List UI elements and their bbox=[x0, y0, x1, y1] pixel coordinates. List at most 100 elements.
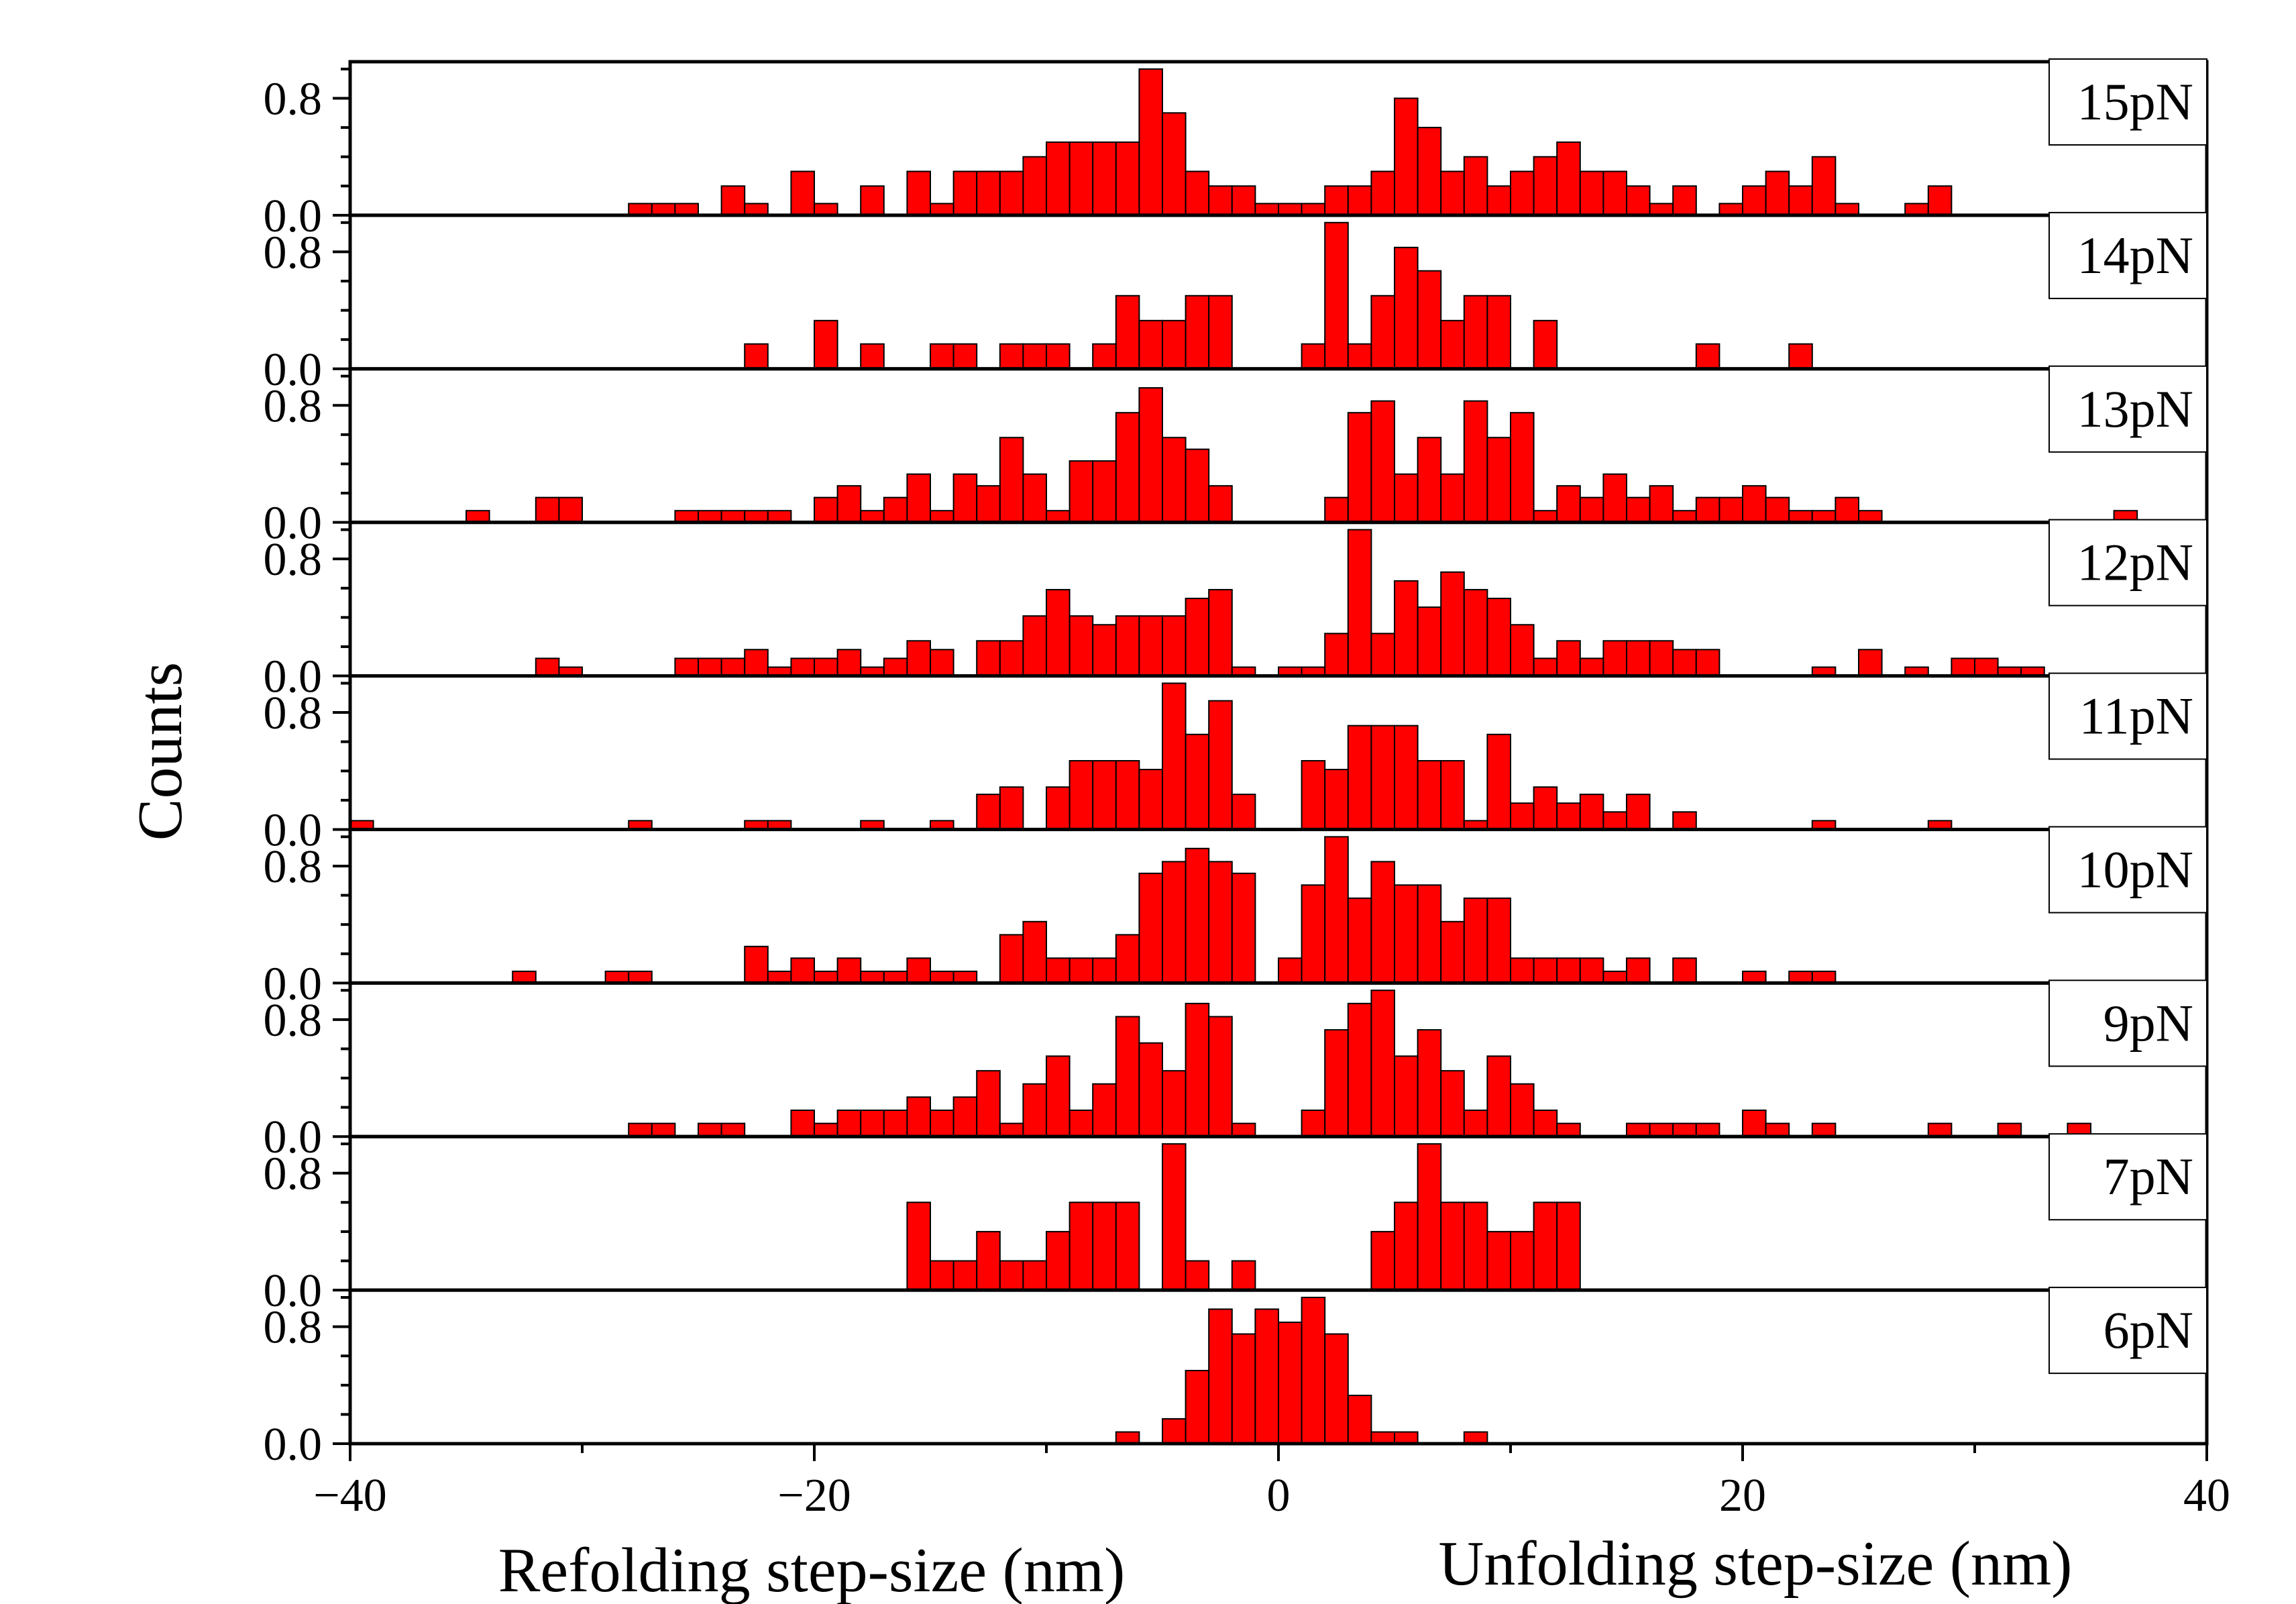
panel-label-box bbox=[2048, 826, 2207, 914]
panel-6pN: 0.0 0.8 6pN bbox=[264, 1287, 2209, 1471]
bar-10pN--21.5 bbox=[767, 970, 792, 984]
bar-13pN-24.5 bbox=[1835, 496, 1859, 523]
panel-frame bbox=[348, 521, 2209, 678]
y-tick-label: 0.8 bbox=[264, 841, 323, 893]
panel-label-box bbox=[2048, 979, 2207, 1067]
bar-12pN--5.5 bbox=[1138, 615, 1164, 677]
bar-15pN-14.5 bbox=[1602, 170, 1627, 216]
bar-10pN--2.5 bbox=[1208, 861, 1233, 984]
bar-10pN-3.5 bbox=[1347, 897, 1372, 984]
bar-12pN--12.5 bbox=[976, 640, 1001, 677]
bar-7pN--13.5 bbox=[952, 1260, 978, 1291]
bar-10pN-17.5 bbox=[1672, 957, 1697, 984]
bar-10pN-10.5 bbox=[1510, 957, 1535, 984]
bar-9pN--24.5 bbox=[698, 1122, 722, 1138]
bar-9pN-1.5 bbox=[1301, 1109, 1326, 1138]
bar-12pN--3.5 bbox=[1185, 598, 1210, 677]
panel-label: 10pN bbox=[2077, 840, 2193, 898]
bar-13pN-22.5 bbox=[1788, 510, 1813, 523]
bar-11pN--2.5 bbox=[1208, 700, 1233, 831]
bar-13pN--5.5 bbox=[1138, 387, 1164, 523]
bar-15pN-17.5 bbox=[1672, 185, 1697, 216]
bar-13pN--11.5 bbox=[999, 437, 1024, 523]
bar-11pN-14.5 bbox=[1602, 811, 1627, 831]
bar-14pN-18.5 bbox=[1695, 343, 1720, 370]
bar-15pN-9.5 bbox=[1486, 185, 1511, 216]
bar-6pN--6.5 bbox=[1115, 1431, 1140, 1444]
bar-9pN-4.5 bbox=[1370, 990, 1396, 1138]
x-tick-label: −20 bbox=[777, 1470, 851, 1521]
bar-6pN-3.5 bbox=[1347, 1395, 1372, 1444]
bar-15pN--2.5 bbox=[1208, 185, 1233, 216]
bar-12pN-17.5 bbox=[1672, 649, 1697, 677]
bar-9pN--9.5 bbox=[1046, 1055, 1071, 1138]
bar-10pN--1.5 bbox=[1231, 872, 1256, 984]
bar-14pN--22.5 bbox=[744, 343, 769, 370]
bar-12pN-29.5 bbox=[1951, 657, 1975, 677]
bar-14pN--10.5 bbox=[1022, 343, 1048, 370]
bar-15pN--1.5 bbox=[1231, 185, 1256, 216]
bar-9pN--11.5 bbox=[999, 1122, 1024, 1138]
bar-6pN--0.5 bbox=[1254, 1308, 1280, 1444]
bar-13pN-7.5 bbox=[1440, 473, 1465, 523]
bar-6pN--1.5 bbox=[1231, 1333, 1256, 1444]
bar-14pN--5.5 bbox=[1138, 319, 1164, 370]
bar-7pN--6.5 bbox=[1115, 1201, 1140, 1291]
bar-9pN--19.5 bbox=[814, 1122, 838, 1138]
bar-14pN--17.5 bbox=[860, 343, 885, 370]
bar-9pN-31.5 bbox=[1997, 1122, 2022, 1138]
bar-13pN--30.5 bbox=[558, 496, 584, 523]
bar-7pN--10.5 bbox=[1022, 1260, 1048, 1291]
bar-15pN--15.5 bbox=[906, 170, 932, 216]
y-tick-label: 0.0 bbox=[264, 651, 323, 703]
bar-15pN-21.5 bbox=[1765, 170, 1790, 216]
bar-9pN-17.5 bbox=[1672, 1122, 1697, 1138]
bar-13pN--2.5 bbox=[1208, 485, 1233, 523]
bar-13pN--7.5 bbox=[1092, 460, 1117, 523]
bar-14pN--6.5 bbox=[1115, 295, 1140, 370]
bar-15pN-19.5 bbox=[1718, 203, 1743, 216]
bar-9pN--18.5 bbox=[836, 1109, 862, 1138]
bar-15pN-27.5 bbox=[1904, 203, 1929, 216]
panel-13pN: 0.0 0.8 13pN bbox=[264, 365, 2209, 549]
bar-12pN-14.5 bbox=[1602, 640, 1627, 677]
y-tick-label: 0.8 bbox=[264, 380, 323, 432]
bar-11pN-15.5 bbox=[1626, 794, 1651, 831]
x-tick-label: −40 bbox=[313, 1470, 386, 1521]
panel-label-box bbox=[2048, 58, 2207, 146]
y-tick-label: 0.0 bbox=[264, 804, 323, 856]
bar-15pN-0.5 bbox=[1278, 203, 1303, 216]
bar-11pN-7.5 bbox=[1440, 759, 1465, 831]
bar-9pN-28.5 bbox=[1927, 1122, 1953, 1138]
bar-14pN-2.5 bbox=[1324, 221, 1349, 370]
bar-13pN-3.5 bbox=[1347, 412, 1372, 523]
bar-11pN-12.5 bbox=[1556, 802, 1581, 831]
bar-12pN-9.5 bbox=[1486, 598, 1511, 677]
bar-7pN--7.5 bbox=[1092, 1201, 1117, 1291]
bar-13pN-23.5 bbox=[1811, 510, 1837, 523]
bar-12pN-6.5 bbox=[1417, 606, 1442, 677]
bar-9pN--23.5 bbox=[720, 1122, 746, 1138]
bar-15pN--9.5 bbox=[1046, 141, 1071, 216]
bar-10pN--6.5 bbox=[1115, 934, 1140, 984]
bar-11pN-11.5 bbox=[1533, 786, 1558, 831]
bar-9pN--27.5 bbox=[628, 1122, 653, 1138]
bar-12pN--11.5 bbox=[999, 640, 1024, 677]
bar-7pN-4.5 bbox=[1370, 1230, 1396, 1291]
bar-10pN--7.5 bbox=[1092, 957, 1117, 984]
bar-6pN-1.5 bbox=[1301, 1297, 1326, 1445]
bar-11pN--1.5 bbox=[1231, 794, 1256, 831]
bar-7pN-10.5 bbox=[1510, 1230, 1535, 1291]
bar-14pN--4.5 bbox=[1162, 319, 1187, 370]
bar-7pN--15.5 bbox=[906, 1201, 932, 1291]
bar-14pN-22.5 bbox=[1788, 343, 1813, 370]
bar-15pN--23.5 bbox=[720, 185, 746, 216]
bar-11pN-10.5 bbox=[1510, 802, 1535, 831]
bar-9pN--17.5 bbox=[860, 1109, 885, 1138]
bar-15pN--14.5 bbox=[930, 203, 954, 216]
bar-14pN-5.5 bbox=[1394, 246, 1419, 370]
bar-10pN--4.5 bbox=[1162, 861, 1187, 984]
bar-13pN-2.5 bbox=[1324, 496, 1349, 523]
bar-11pN-3.5 bbox=[1347, 725, 1372, 831]
bar-10pN-6.5 bbox=[1417, 884, 1442, 984]
